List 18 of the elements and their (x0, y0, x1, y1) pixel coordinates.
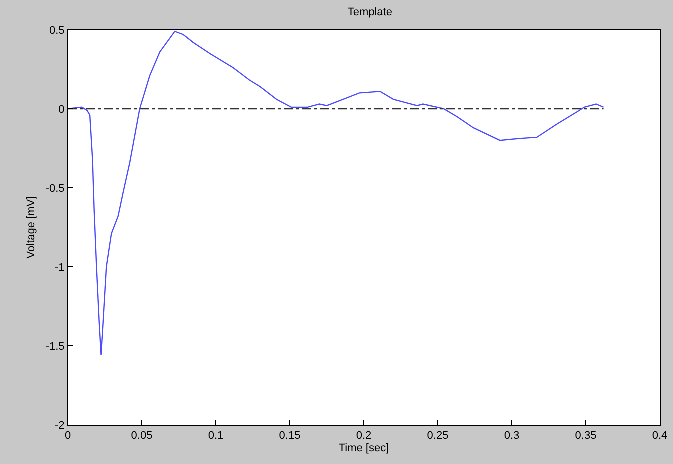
y-tick-label: -0.5 (46, 182, 65, 195)
chart-title: Template (348, 6, 392, 19)
x-tick-label: 0.15 (279, 430, 301, 442)
x-tick-label: 0.35 (575, 430, 597, 442)
x-tick-label: 0.05 (131, 430, 153, 442)
x-tick-label: 0.4 (652, 430, 668, 442)
x-tick-label: 0.25 (427, 430, 449, 442)
line-series (68, 30, 604, 356)
y-tick-label: -1 (55, 262, 65, 274)
y-tick-label: 0 (58, 104, 65, 116)
x-tick-label: 0.2 (356, 430, 372, 442)
y-tick-label: -2 (55, 420, 65, 432)
x-tick-label: 0.1 (208, 430, 224, 442)
x-tick-label: 0.3 (504, 430, 520, 442)
x-axis-title: Time [sec] (338, 442, 390, 454)
y-tick-label: -1.5 (46, 340, 65, 353)
y-tick-label: 0.5 (50, 24, 65, 37)
y-axis-title: Voltage [mV] (25, 196, 38, 259)
